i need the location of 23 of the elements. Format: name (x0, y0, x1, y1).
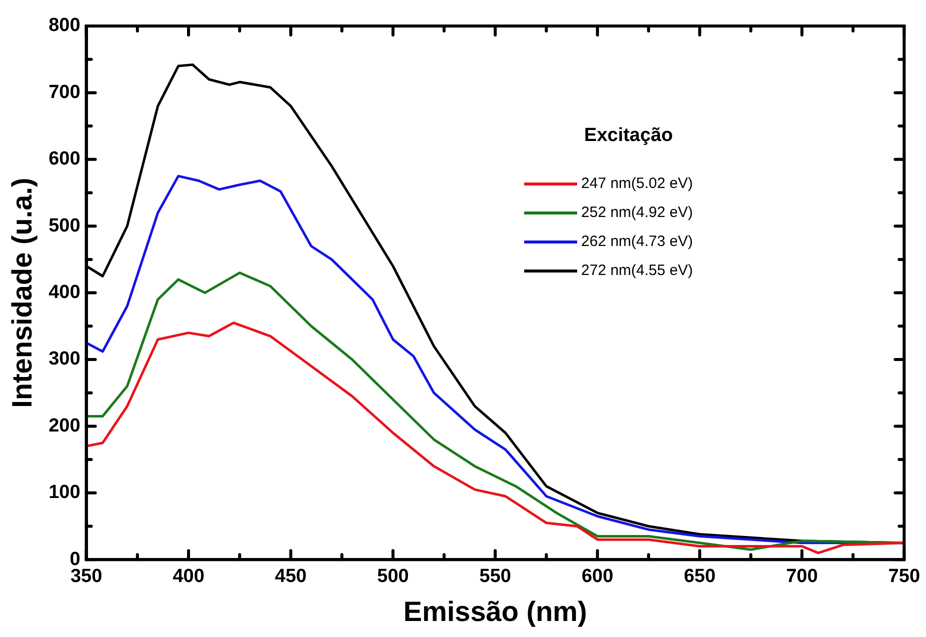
x-tick-label: 500 (377, 566, 409, 588)
legend-label: 252 nm(4.92 eV) (581, 204, 693, 222)
y-tick-label: 400 (48, 282, 80, 304)
x-tick-label: 700 (786, 566, 818, 588)
y-tick-label: 700 (48, 82, 80, 103)
legend-label: 247 nm(5.02 eV) (581, 175, 693, 192)
x-tick-label: 550 (479, 566, 512, 588)
legend-label: 262 nm(4.73 eV) (581, 233, 693, 250)
x-tick-label: 450 (274, 566, 307, 588)
y-axis-title: Intensidade (u.a.) (6, 178, 38, 408)
legend-title: Excitação (584, 125, 673, 146)
x-tick-label: 400 (172, 566, 204, 588)
x-tick-label: 750 (888, 566, 920, 588)
x-axis-title: Emissão (nm) (403, 596, 588, 627)
y-tick-label: 500 (48, 215, 80, 236)
x-tick-label: 650 (684, 566, 716, 588)
y-tick-label: 800 (48, 15, 80, 36)
y-tick-label: 600 (48, 148, 80, 170)
legend-label: 272 nm(4.55 eV) (581, 262, 693, 280)
y-tick-label: 300 (48, 348, 80, 370)
y-tick-label: 100 (48, 482, 80, 504)
y-tick-label: 200 (48, 415, 80, 436)
x-tick-label: 600 (582, 566, 614, 588)
